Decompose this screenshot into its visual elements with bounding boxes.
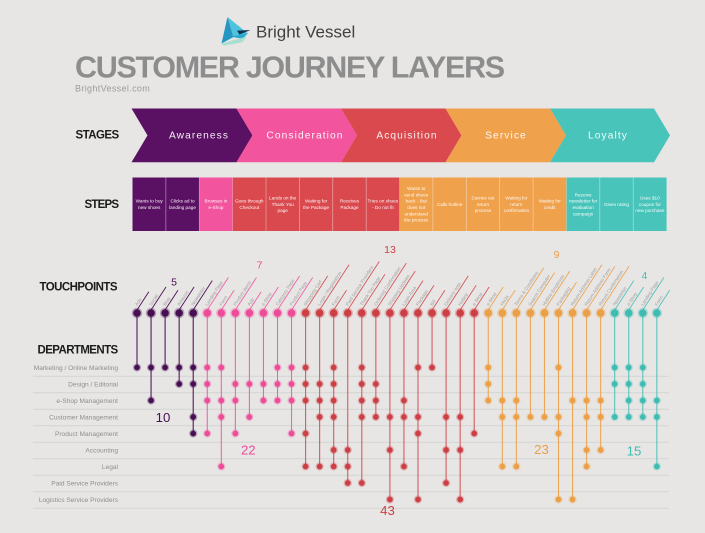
svg-text:Wants to: Wants to <box>407 186 426 191</box>
svg-text:9: 9 <box>554 249 560 261</box>
svg-text:Loyalty: Loyalty <box>588 130 628 141</box>
svg-text:STAGES: STAGES <box>76 130 120 142</box>
svg-text:Social: Social <box>148 293 159 306</box>
svg-text:Waiting for: Waiting for <box>305 199 328 204</box>
svg-text:newsletter for: newsletter for <box>569 199 598 204</box>
svg-text:e-Shop Management: e-Shop Management <box>56 398 118 405</box>
svg-text:Receive: Receive <box>575 192 592 197</box>
svg-text:understand: understand <box>404 211 428 216</box>
svg-text:Browses in: Browses in <box>204 199 227 204</box>
svg-text:Package: Package <box>340 205 359 210</box>
svg-text:page: page <box>277 208 288 213</box>
svg-text:new shoes: new shoes <box>138 205 161 210</box>
svg-text:10: 10 <box>156 410 171 425</box>
svg-text:the process: the process <box>404 218 429 223</box>
svg-text:Clicks ad to: Clicks ad to <box>170 199 195 204</box>
svg-text:Waiting for: Waiting for <box>539 199 562 204</box>
svg-text:7: 7 <box>257 260 263 272</box>
svg-text:Form: Form <box>654 295 664 307</box>
svg-text:Bright Vessel: Bright Vessel <box>256 23 355 42</box>
svg-text:credit: credit <box>544 205 556 210</box>
svg-text:Legal: Legal <box>102 464 119 471</box>
svg-text:Bill: Bill <box>429 299 437 307</box>
svg-text:campaign: campaign <box>573 211 594 216</box>
svg-text:Marketing / Online Marketing: Marketing / Online Marketing <box>34 365 119 372</box>
svg-text:return: return <box>477 202 490 207</box>
svg-text:Goes through: Goes through <box>235 199 264 204</box>
svg-text:Waiting for: Waiting for <box>505 196 528 201</box>
svg-text:FAQs: FAQs <box>499 294 510 307</box>
svg-text:Form: Form <box>331 295 341 307</box>
svg-text:Uses $10: Uses $10 <box>640 196 660 201</box>
svg-text:coupon for: coupon for <box>639 202 662 207</box>
svg-text:22: 22 <box>241 443 256 458</box>
svg-text:Design / Editorial: Design / Editorial <box>68 381 118 388</box>
svg-text:send shoes: send shoes <box>404 192 429 197</box>
svg-text:DEPARTMENTS: DEPARTMENTS <box>38 345 119 357</box>
svg-text:43: 43 <box>380 503 395 518</box>
svg-text:Acquisition: Acquisition <box>376 130 437 141</box>
svg-text:new purchase: new purchase <box>635 208 665 213</box>
svg-text:does not: does not <box>407 205 426 210</box>
svg-text:Blog: Blog <box>162 296 171 307</box>
svg-text:process: process <box>475 208 492 213</box>
svg-text:TOUCHPOINTS: TOUCHPOINTS <box>40 282 118 294</box>
svg-text:Product Management: Product Management <box>55 431 118 438</box>
svg-text:Accounting: Accounting <box>85 447 118 454</box>
svg-text:landing page: landing page <box>169 205 196 210</box>
svg-text:evaluation: evaluation <box>572 205 594 210</box>
svg-text:STEPS: STEPS <box>85 199 120 211</box>
svg-text:Calls hotline: Calls hotline <box>437 202 463 207</box>
svg-text:Customer Management: Customer Management <box>49 414 118 421</box>
svg-text:Form: Form <box>218 295 228 307</box>
svg-text:15: 15 <box>627 444 642 459</box>
svg-text:5: 5 <box>171 277 177 289</box>
svg-text:23: 23 <box>534 442 549 457</box>
svg-text:Logistics Service Providers: Logistics Service Providers <box>39 497 119 504</box>
svg-text:Wants to buy: Wants to buy <box>136 199 164 204</box>
svg-text:Thank You: Thank You <box>272 202 295 207</box>
svg-text:confirmation: confirmation <box>504 208 530 213</box>
svg-text:back - But: back - But <box>406 199 428 204</box>
svg-text:App: App <box>246 297 255 307</box>
svg-text:13: 13 <box>384 244 396 256</box>
svg-text:return: return <box>510 202 523 207</box>
svg-text:Ads: Ads <box>134 297 143 307</box>
svg-text:Carries out: Carries out <box>472 196 496 201</box>
svg-text:the Package: the Package <box>303 205 329 210</box>
svg-text:e-Shop: e-Shop <box>208 205 224 210</box>
svg-text:Consideration: Consideration <box>266 130 343 141</box>
svg-text:- Do not fit: - Do not fit <box>372 205 394 210</box>
svg-text:Service: Service <box>485 130 527 141</box>
svg-text:Checkout: Checkout <box>239 205 260 210</box>
svg-text:4: 4 <box>641 270 647 282</box>
svg-text:BrightVessel.com: BrightVessel.com <box>75 84 150 94</box>
svg-text:Lands on the: Lands on the <box>269 196 296 201</box>
svg-text:Paid Service Providers: Paid Service Providers <box>51 480 118 487</box>
svg-text:Awareness: Awareness <box>169 130 229 141</box>
svg-text:Tries on shoes: Tries on shoes <box>368 199 399 204</box>
svg-text:Gives rating: Gives rating <box>604 202 629 207</box>
svg-text:Receives: Receives <box>340 199 360 204</box>
svg-text:CUSTOMER JOURNEY LAYERS: CUSTOMER JOURNEY LAYERS <box>75 51 505 85</box>
